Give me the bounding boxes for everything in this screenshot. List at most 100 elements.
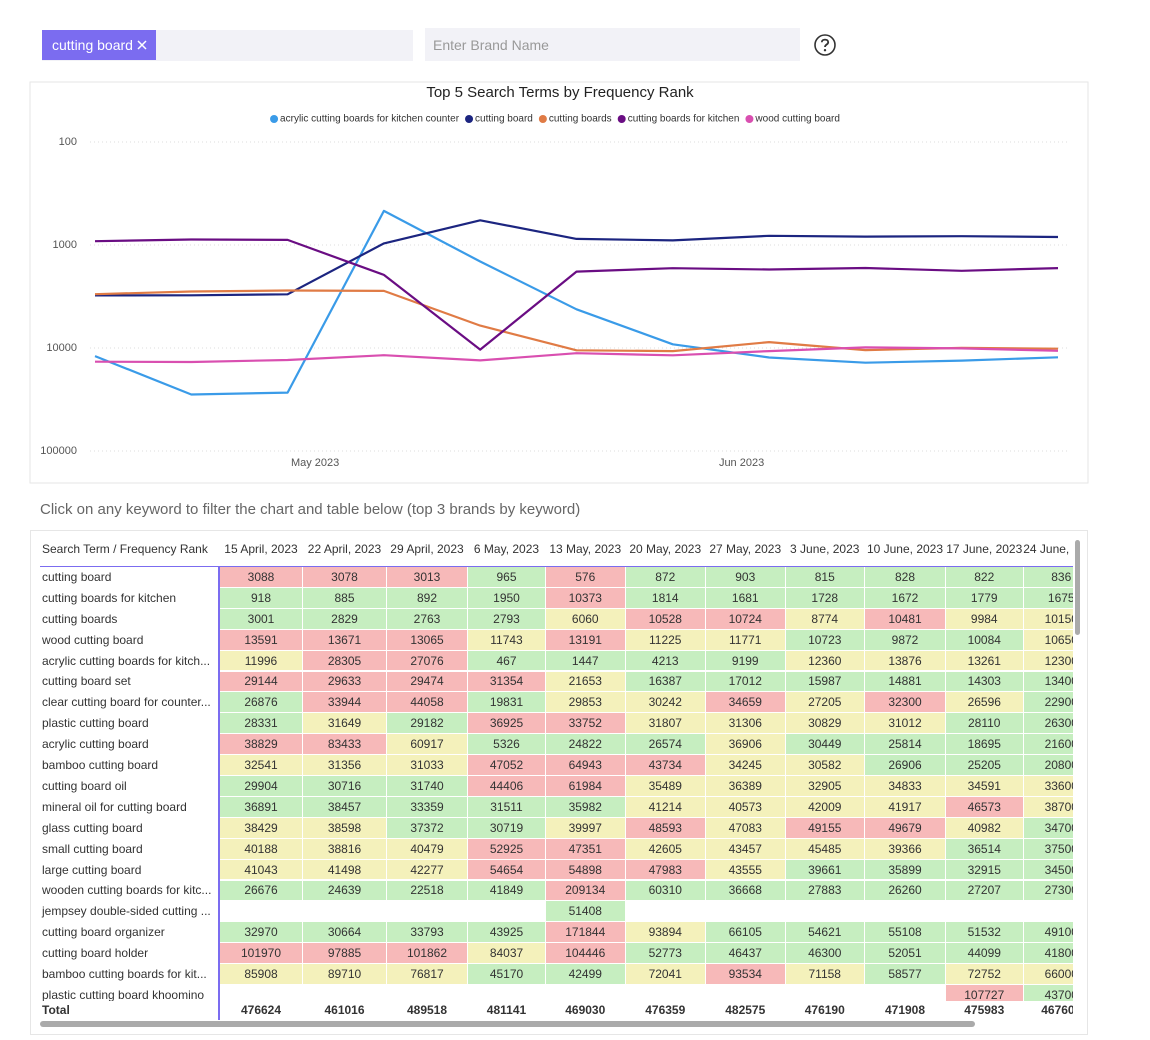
- legend-label: wood cutting board: [754, 114, 840, 125]
- row-term[interactable]: acrylic cutting boards for kitch...: [40, 650, 218, 672]
- table-cell: [220, 985, 303, 1001]
- chip-remove[interactable]: [136, 39, 148, 51]
- row-term[interactable]: large cutting board: [40, 859, 218, 881]
- table-cell: 11996: [220, 650, 303, 672]
- table-cell: [865, 985, 946, 1001]
- row-term[interactable]: cutting board set: [40, 671, 218, 693]
- table-cell: 44058: [387, 692, 468, 714]
- row-term[interactable]: acrylic cutting board: [40, 734, 218, 756]
- table-cell: 101970: [220, 943, 303, 965]
- row-term[interactable]: cutting board organizer: [40, 922, 218, 944]
- table-cell: 84037: [468, 943, 546, 965]
- table-cell: 1672: [865, 587, 946, 609]
- table-cell: 48593: [625, 817, 706, 839]
- table-cell: 33944: [303, 692, 387, 714]
- row-term[interactable]: cutting board: [40, 567, 218, 588]
- table-cell: 36891: [220, 796, 303, 818]
- table-cell: 52051: [865, 943, 946, 965]
- table-cell: [468, 985, 546, 1001]
- column-rule: [218, 566, 220, 1020]
- table-cell: [706, 901, 786, 923]
- table-cell: 41800: [1023, 943, 1073, 965]
- legend-marker: [538, 115, 547, 123]
- table-cell: 27883: [785, 880, 865, 902]
- row-term[interactable]: wooden cutting boards for kitc...: [40, 880, 218, 902]
- table-cell: 47052: [468, 755, 546, 776]
- table-cell: 26596: [946, 692, 1024, 714]
- row-term[interactable]: cutting boards: [40, 608, 218, 630]
- table-body: cutting board 3088 3078 3013 965 576 872 903 815…: [40, 567, 1073, 1001]
- keyword-chip[interactable]: cutting board: [42, 30, 156, 60]
- brand-input[interactable]: Enter Brand Name: [425, 28, 800, 61]
- table-cell: [303, 985, 387, 1001]
- table-cell: 40188: [220, 838, 303, 860]
- row-term[interactable]: mineral oil for cutting board: [40, 796, 218, 818]
- table-cell: 29904: [220, 776, 303, 797]
- table-cell: 49679: [865, 817, 946, 839]
- row-term[interactable]: cutting boards for kitchen: [40, 587, 218, 609]
- table-cell: 27205: [785, 692, 865, 714]
- table-cell: 27300: [1023, 880, 1073, 902]
- table-cell: 17012: [706, 671, 786, 693]
- table-cell: 30829: [785, 713, 865, 735]
- table-cell: 28110: [946, 713, 1024, 735]
- table-cell: 51408: [546, 901, 626, 923]
- table-cell: 24822: [546, 734, 626, 756]
- table-cell: 66000: [1023, 964, 1073, 985]
- table-cell: 51532: [946, 922, 1024, 944]
- table-cell: 885: [303, 587, 387, 609]
- total-cell: 482575: [706, 1001, 786, 1020]
- row-term[interactable]: plastic cutting board: [40, 713, 218, 735]
- table-cell: 1814: [625, 587, 706, 609]
- row-term[interactable]: cutting board oil: [40, 776, 218, 797]
- help-icon[interactable]: [813, 33, 837, 57]
- row-term[interactable]: bamboo cutting board: [40, 755, 218, 776]
- row-term[interactable]: clear cutting board for counter...: [40, 692, 218, 714]
- table-cell: 35899: [865, 859, 946, 881]
- legend-label: cutting board: [475, 114, 533, 125]
- row-term[interactable]: cutting board holder: [40, 943, 218, 965]
- h-scrollbar[interactable]: [40, 1021, 975, 1027]
- row-term[interactable]: jempsey double-sided cutting ...: [40, 901, 218, 923]
- table-cell: 43457: [706, 838, 786, 860]
- table-cell: 39997: [546, 817, 626, 839]
- column-header: 20 May, 2023: [625, 538, 706, 560]
- table-cell: 29853: [546, 692, 626, 714]
- table-cell: 29144: [220, 671, 303, 693]
- table-cell: 16387: [625, 671, 706, 693]
- row-term[interactable]: wood cutting board: [40, 629, 218, 651]
- table-cell: 54621: [785, 922, 865, 944]
- row-term[interactable]: glass cutting board: [40, 817, 218, 839]
- table-cell: [546, 985, 626, 1001]
- table-cell: 10724: [706, 608, 786, 630]
- table-cell: 26906: [865, 755, 946, 776]
- table-cell: 31740: [387, 776, 468, 797]
- row-term[interactable]: plastic cutting board khoomino: [40, 985, 218, 1001]
- table-cell: 38700: [1023, 796, 1073, 818]
- table-cell: 49100: [1023, 922, 1073, 944]
- table-cell: 918: [220, 587, 303, 609]
- table-cell: 10481: [865, 608, 946, 630]
- table-cell: 33600: [1023, 776, 1073, 797]
- y-tick-label: 10000: [46, 342, 77, 354]
- table-cell: 13261: [946, 650, 1024, 672]
- table-total: Total 476624 461016 489518 481141 469030 47635…: [40, 1001, 1073, 1020]
- table-cell: 45170: [468, 964, 546, 985]
- table-cell: 30242: [625, 692, 706, 714]
- legend-marker: [270, 115, 279, 123]
- row-term[interactable]: bamboo cutting boards for kit...: [40, 964, 218, 985]
- table-cell: 43700: [1023, 985, 1073, 1001]
- table-cell: 47083: [706, 817, 786, 839]
- total-cell: 476624: [220, 1001, 303, 1020]
- table-cell: 892: [387, 587, 468, 609]
- table-cell: 32541: [220, 755, 303, 776]
- column-header: 17 June, 2023: [946, 538, 1024, 560]
- table-cell: 33359: [387, 796, 468, 818]
- table-cell: 34700: [1023, 817, 1073, 839]
- table-cell: 101862: [387, 943, 468, 965]
- table-cell: [303, 901, 387, 923]
- table-cell: 46573: [946, 796, 1024, 818]
- v-scrollbar[interactable]: [1075, 540, 1080, 635]
- table-cell: 28305: [303, 650, 387, 672]
- row-term[interactable]: small cutting board: [40, 838, 218, 860]
